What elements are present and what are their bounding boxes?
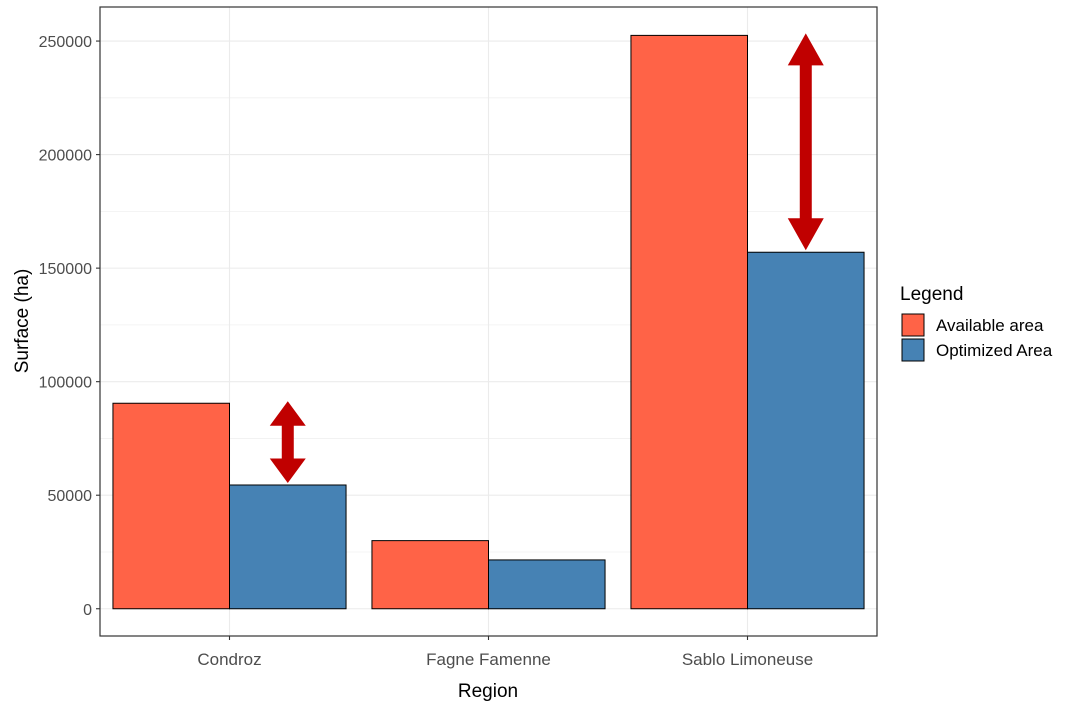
x-tick-label: Condroz [197,650,261,669]
y-tick-label: 150000 [39,261,92,278]
bars [112,34,865,610]
bar-available-area-sablo-limoneuse [630,34,749,610]
y-tick-label: 200000 [39,148,92,165]
legend-label: Optimized Area [936,341,1053,360]
annotation-arrows [269,33,824,483]
y-axis: 0 50000 100000 150000 200000 250000 [39,34,100,619]
bar-optimized-area-sablo-limoneuse [747,251,865,610]
x-tick-label: Sablo Limoneuse [682,650,813,669]
bar-available-area-fagne-famenne [371,540,490,610]
y-tick-label: 250000 [39,34,92,51]
double-arrow-sablo-limoneuse [787,33,824,251]
bar-optimized-area-fagne-famenne [488,559,606,610]
x-axis: Condroz Fagne Famenne Sablo Limoneuse [197,636,813,669]
double-arrow-condroz [269,401,306,483]
x-tick-label: Fagne Famenne [426,650,551,669]
y-tick-label: 50000 [48,488,93,505]
legend-title: Legend [900,284,963,305]
x-axis-title: Region [458,681,518,701]
bar-available-area-condroz [112,402,230,610]
legend: Legend Available area Optimized Area [900,284,1053,362]
bar-optimized-area-condroz [229,484,347,610]
legend-key-optimized-area [901,338,925,362]
legend-label: Available area [936,316,1044,335]
y-axis-title: Surface (ha) [12,269,33,374]
legend-key-available-area [901,313,925,337]
y-tick-label: 0 [83,602,92,619]
y-tick-label: 100000 [39,375,92,392]
